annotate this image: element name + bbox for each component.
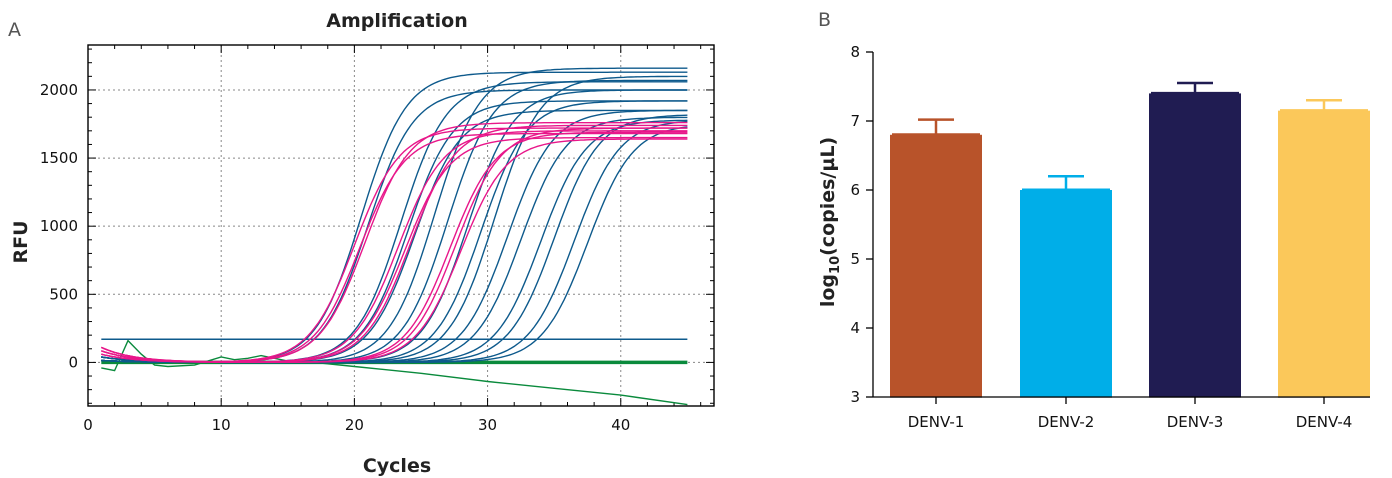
tick-labels: 0 10 20 30 40 0 500 1000 1500 2000 <box>40 81 631 434</box>
ylabel-units: (copies/µL) <box>817 137 839 256</box>
magenta-amplification-curve <box>101 131 688 363</box>
y-tick-label-b: 5 <box>850 250 860 268</box>
y-tick-label-b: 7 <box>850 112 860 130</box>
magenta-amplification-curve <box>101 132 688 363</box>
magenta-amplification-curve <box>101 138 688 363</box>
panel-a-letter: A <box>8 19 21 41</box>
ylabel-subscript: 10 <box>828 256 843 274</box>
ylabel-log: log <box>817 274 839 307</box>
category-label: DENV-2 <box>1038 413 1095 431</box>
y-tick-label-b: 4 <box>850 319 860 337</box>
category-labels: DENV-1 DENV-2 DENV-3 DENV-4 <box>908 397 1353 431</box>
plot-frame <box>87 44 715 407</box>
negative-drift-curve <box>101 339 688 406</box>
y-tick-label-b: 6 <box>850 181 860 199</box>
category-label: DENV-3 <box>1167 413 1224 431</box>
x-tick-label: 20 <box>345 416 364 434</box>
magenta-amplification-curve <box>101 130 688 363</box>
amplification-curves <box>101 67 688 406</box>
x-axis-title: Cycles <box>363 455 431 477</box>
x-tick-label: 40 <box>611 416 630 434</box>
y-tick-label: 0 <box>68 353 78 371</box>
y-tick-label: 2000 <box>40 81 78 99</box>
y-tick-label-b: 8 <box>850 43 860 61</box>
y-tick-label: 1000 <box>40 217 78 235</box>
blue-amplification-curve <box>101 114 688 364</box>
bar-denv-4 <box>1278 110 1370 398</box>
y-tick-label: 500 <box>49 285 78 303</box>
panel-a-amplification-chart: A Amplification Cycles RFU 0 10 20 30 40 0 500… <box>8 10 715 477</box>
bar-denv-1 <box>890 134 982 398</box>
chart-title: Amplification <box>326 10 467 32</box>
x-tick-label: 0 <box>83 416 93 434</box>
grid <box>88 45 714 406</box>
error-bars <box>918 81 1342 190</box>
y-tick-label-b: 3 <box>850 388 860 406</box>
x-tick-label: 30 <box>478 416 497 434</box>
axis-ticks <box>87 45 714 406</box>
bars <box>890 91 1370 398</box>
y-axis-title-b: log10(copies/µL) <box>817 137 843 307</box>
bar-denv-2 <box>1020 190 1112 397</box>
blue-amplification-curve <box>101 109 688 363</box>
bar-denv-3 <box>1149 93 1241 398</box>
blue-amplification-curve <box>101 109 688 364</box>
magenta-amplification-curve <box>101 136 688 363</box>
magenta-amplification-curve <box>101 127 688 363</box>
blue-amplification-curve <box>101 67 688 363</box>
x-tick-label: 10 <box>212 416 231 434</box>
panel-b-letter: B <box>818 9 831 31</box>
y-axis-title: RFU <box>10 220 32 263</box>
y-tick-label: 1500 <box>40 149 78 167</box>
category-label: DENV-1 <box>908 413 965 431</box>
category-label: DENV-4 <box>1296 413 1353 431</box>
